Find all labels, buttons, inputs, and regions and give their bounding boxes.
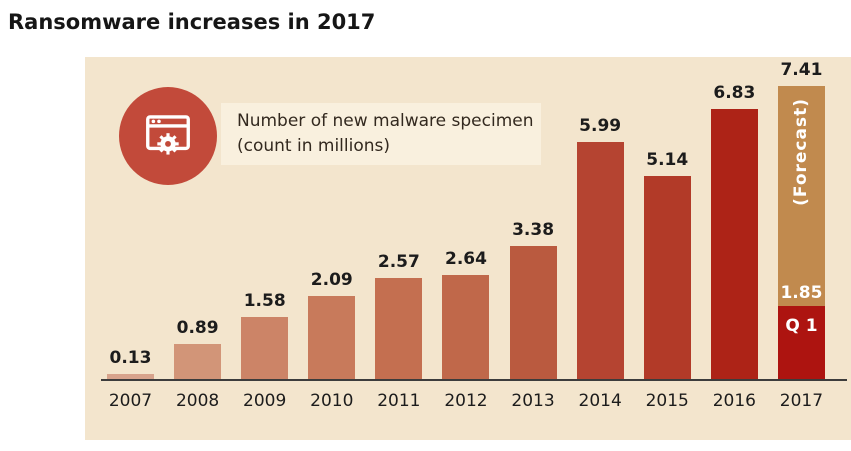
q1-label: Q 1 xyxy=(785,315,818,336)
bar-2008 xyxy=(174,343,222,379)
bar-group-2011: 2.57 xyxy=(375,251,423,379)
bar-value-label-2009: 1.58 xyxy=(243,290,286,311)
bar-2012 xyxy=(442,274,490,379)
bar-2016 xyxy=(710,109,758,379)
bar-2010 xyxy=(308,296,356,379)
legend-line-1: Number of new malware specimen xyxy=(237,111,534,132)
forecast-label: (Forecast) xyxy=(791,98,812,207)
x-axis-label-2015: 2015 xyxy=(645,391,689,411)
bar-2017: (Forecast) 1.85 Q 1 xyxy=(777,86,825,379)
x-axis-line xyxy=(101,379,847,381)
bar-group-2009: 1.58 xyxy=(241,290,289,379)
bar-group-2008: 0.89 xyxy=(174,317,222,379)
bar-group-2016: 6.83 xyxy=(710,83,758,379)
bar-2013 xyxy=(509,245,557,379)
page-title: Ransomware increases in 2017 xyxy=(8,10,376,34)
bar-2009 xyxy=(241,316,289,379)
bar-value-label-2012: 2.64 xyxy=(444,248,487,269)
q1-segment: Q 1 xyxy=(777,305,825,379)
bar-2011 xyxy=(375,277,423,379)
forecast-segment: (Forecast) 1.85 xyxy=(777,86,825,306)
bar-group-2017: 7.41 (Forecast) 1.85 Q 1 xyxy=(777,60,825,379)
bar-value-label-2010: 2.09 xyxy=(310,270,353,291)
bar-value-label-2011: 2.57 xyxy=(377,251,420,272)
bar-group-2014: 5.99 xyxy=(576,116,624,379)
q1-value-label: 1.85 xyxy=(780,282,823,303)
bar-group-2007: 0.13 xyxy=(107,348,154,379)
legend-box: Number of new malware specimen (count in… xyxy=(221,103,541,165)
x-axis-label-2008: 2008 xyxy=(175,391,220,411)
bar-value-label-2017: 7.41 xyxy=(780,60,823,81)
x-axis-labels: 2007 2008 2009 2010 2011 2012 2013 2014 2015 2016… xyxy=(107,391,825,411)
bar-2014 xyxy=(576,142,624,379)
x-axis-label-2014: 2014 xyxy=(578,391,622,411)
legend-line-2: (count in millions) xyxy=(237,136,391,156)
bars-container: 0.13 0.89 1.58 2.09 2.57 2.64 3.38 5.99 5.14 6.83… xyxy=(107,57,825,379)
x-axis-label-2012: 2012 xyxy=(444,391,488,411)
bar-value-label-2015: 5.14 xyxy=(646,149,689,170)
bar-2015 xyxy=(643,175,691,379)
window-gear-icon xyxy=(146,115,190,155)
x-axis-label-2017: 2017 xyxy=(779,391,824,411)
x-axis-label-2009: 2009 xyxy=(243,391,287,411)
bar-value-label-2014: 5.99 xyxy=(579,116,622,137)
bar-group-2015: 5.14 xyxy=(643,149,691,379)
x-axis-label-2016: 2016 xyxy=(712,391,756,411)
x-axis-label-2007: 2007 xyxy=(108,391,153,411)
malware-icon-circle xyxy=(119,87,217,185)
x-axis-label-2011: 2011 xyxy=(377,391,421,411)
bar-value-label-2013: 3.38 xyxy=(512,219,555,240)
x-axis-label-2010: 2010 xyxy=(310,391,354,411)
bar-value-label-2007: 0.13 xyxy=(109,347,152,368)
bar-group-2012: 2.64 xyxy=(442,248,490,379)
bar-value-label-2016: 6.83 xyxy=(713,83,756,104)
bar-group-2010: 2.09 xyxy=(308,270,356,379)
chart-panel: Number of new malware specimen (count in… xyxy=(85,57,851,440)
bar-value-label-2008: 0.89 xyxy=(176,317,219,338)
bar-2007 xyxy=(107,373,154,379)
bar-group-2013: 3.38 xyxy=(509,219,557,379)
x-axis-label-2013: 2013 xyxy=(511,391,555,411)
